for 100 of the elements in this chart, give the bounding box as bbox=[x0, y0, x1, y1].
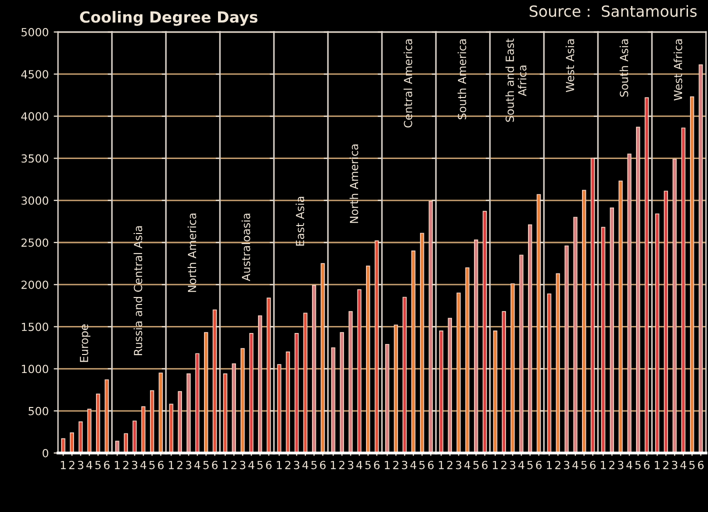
x-tick-label: 6 bbox=[482, 460, 488, 470]
bar bbox=[61, 438, 66, 453]
x-tick-label: 1 bbox=[222, 460, 228, 470]
bar bbox=[698, 64, 703, 453]
annotation: North America bbox=[188, 214, 196, 292]
bar bbox=[150, 390, 154, 453]
x-tick-label: 3 bbox=[240, 460, 246, 470]
x-tick-label: 4 bbox=[572, 460, 578, 470]
x-tick-label: 2 bbox=[555, 460, 560, 470]
annotation: North America bbox=[350, 144, 358, 223]
bar bbox=[178, 391, 182, 453]
x-tick-label: 6 bbox=[428, 460, 434, 470]
x-tick-label: 6 bbox=[590, 460, 596, 470]
y-tick-label: 1000 bbox=[22, 364, 48, 374]
bar bbox=[474, 240, 478, 453]
x-tick-label: 2 bbox=[231, 460, 236, 470]
y-tick-label: 0 bbox=[42, 448, 48, 458]
bar bbox=[87, 408, 92, 453]
x-tick-label: 4 bbox=[248, 460, 254, 470]
x-tick-label: 1 bbox=[276, 460, 282, 470]
bar bbox=[195, 353, 200, 453]
bar bbox=[573, 216, 578, 453]
x-tick-label: 4 bbox=[140, 460, 146, 470]
bar bbox=[394, 324, 398, 453]
x-tick-label: 6 bbox=[536, 460, 542, 470]
bar bbox=[536, 194, 541, 453]
y-tick-label: 2000 bbox=[22, 280, 48, 289]
x-tick-label: 5 bbox=[689, 460, 695, 470]
bar bbox=[104, 379, 109, 453]
bar bbox=[204, 332, 208, 453]
bar bbox=[78, 421, 83, 453]
x-tick-label: 4 bbox=[356, 460, 362, 470]
text: Cooling Degree Days bbox=[80, 10, 258, 26]
x-tick-label: 2 bbox=[69, 460, 74, 470]
bar bbox=[186, 373, 191, 453]
x-tick-label: 2 bbox=[339, 460, 344, 470]
x-tick-label: 6 bbox=[266, 460, 272, 470]
x-tick-label: 2 bbox=[609, 460, 614, 470]
bar bbox=[510, 283, 515, 453]
x-tick-label: 6 bbox=[212, 460, 218, 470]
bar bbox=[266, 298, 271, 453]
bar bbox=[366, 266, 370, 453]
x-tick-label: 5 bbox=[203, 460, 209, 470]
x-tick-label: 3 bbox=[132, 460, 138, 470]
annotation: Russia and Central Asia bbox=[134, 226, 142, 356]
bar bbox=[681, 128, 686, 453]
x-tick-label: 4 bbox=[626, 460, 632, 470]
bar bbox=[258, 315, 262, 453]
bar bbox=[115, 440, 120, 453]
bar bbox=[223, 373, 228, 453]
bar bbox=[340, 332, 344, 453]
x-tick-label: 3 bbox=[186, 460, 192, 470]
x-tick-label: 5 bbox=[365, 460, 371, 470]
x-tick-label: 1 bbox=[114, 460, 120, 470]
x-tick-label: 3 bbox=[618, 460, 624, 470]
x-tick-label: 3 bbox=[564, 460, 570, 470]
annotation: Central America bbox=[404, 39, 412, 128]
bar bbox=[232, 363, 236, 453]
bar bbox=[70, 432, 74, 453]
bar bbox=[294, 333, 299, 453]
x-tick-label: 3 bbox=[672, 460, 678, 470]
y-tick-label: 4000 bbox=[21, 112, 48, 121]
x-tick-label: 6 bbox=[698, 460, 704, 470]
bar bbox=[402, 296, 407, 453]
bar bbox=[636, 126, 640, 453]
bar bbox=[141, 406, 146, 453]
bar bbox=[96, 394, 100, 453]
x-tick-label: 5 bbox=[527, 460, 533, 470]
bar bbox=[590, 158, 595, 453]
bar bbox=[465, 267, 470, 453]
bar bbox=[428, 200, 433, 453]
bar bbox=[618, 180, 623, 453]
x-tick-label: 4 bbox=[410, 460, 416, 470]
bar bbox=[320, 263, 325, 453]
x-tick-label: 1 bbox=[654, 460, 660, 470]
bar bbox=[655, 213, 660, 453]
y-tick-label: 4500 bbox=[21, 70, 48, 78]
bar bbox=[348, 311, 353, 453]
x-tick-label: 2 bbox=[447, 460, 452, 470]
x-tick-label: 1 bbox=[546, 460, 552, 470]
bar bbox=[303, 312, 308, 453]
bar bbox=[212, 309, 217, 453]
bar bbox=[132, 420, 137, 453]
x-tick-label: 2 bbox=[663, 460, 668, 470]
bar bbox=[482, 210, 487, 453]
bar bbox=[286, 352, 290, 453]
x-tick-label: 6 bbox=[158, 460, 164, 470]
bar bbox=[240, 348, 245, 453]
annotation: South Asia bbox=[620, 39, 628, 97]
y-tick-label: 3500 bbox=[22, 154, 48, 163]
x-tick-label: 3 bbox=[348, 460, 354, 470]
bar bbox=[519, 254, 524, 453]
bar bbox=[385, 344, 390, 453]
x-tick-label: 2 bbox=[501, 460, 506, 470]
x-tick-label: 1 bbox=[438, 460, 444, 470]
bar bbox=[456, 292, 461, 453]
bar bbox=[357, 289, 362, 453]
bar bbox=[547, 293, 552, 453]
y-tick-label: 1500 bbox=[22, 322, 48, 332]
annotation: Europe bbox=[80, 324, 90, 362]
